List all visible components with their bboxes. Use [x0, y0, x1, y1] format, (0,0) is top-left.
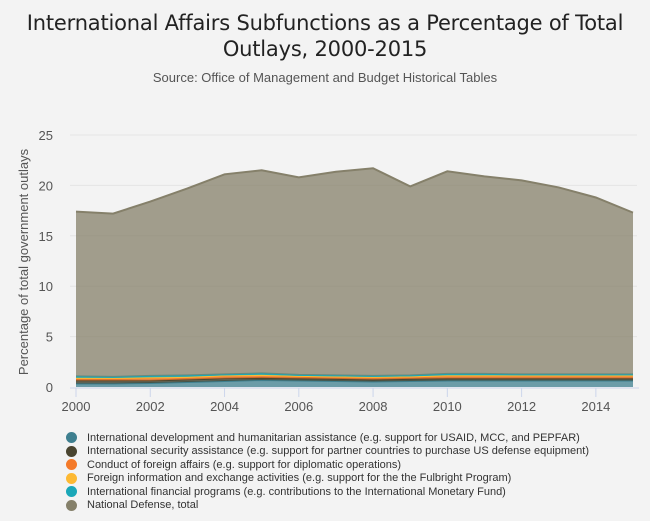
legend-label: National Defense, total	[87, 499, 199, 512]
legend-label: Foreign information and exchange activit…	[87, 472, 512, 485]
chart-title-line-1: International Affairs Subfunctions as a …	[26, 11, 624, 35]
y-tick-label: 0	[46, 380, 53, 395]
area-5	[76, 168, 633, 377]
y-tick-label: 15	[39, 229, 53, 244]
legend-item[interactable]: International financial programs (e.g. c…	[66, 485, 589, 499]
x-tick-label: 2012	[507, 399, 536, 414]
x-tick-label: 2014	[581, 399, 610, 414]
legend-label: International security assistance (e.g. …	[87, 445, 589, 458]
area-series	[75, 167, 634, 387]
legend-marker-icon	[66, 499, 77, 511]
legend-item[interactable]: National Defense, total	[66, 499, 589, 513]
legend-marker-icon	[66, 459, 77, 471]
legend-label: Conduct of foreign affairs (e.g. support…	[87, 458, 402, 471]
x-tick-label: 2000	[62, 399, 91, 414]
legend-label: International development and humanitari…	[87, 431, 580, 444]
legend-marker-icon	[66, 432, 77, 444]
y-tick-label: 10	[39, 279, 53, 294]
legend-item[interactable]: International development and humanitari…	[66, 431, 589, 445]
x-axis: 2000 2002 2004 2006 2008 2010 2012 2014	[62, 387, 639, 414]
legend-label: International financial programs (e.g. c…	[87, 485, 506, 498]
y-axis: 0 5 10 15 20 25	[39, 128, 53, 395]
y-tick-label: 25	[39, 128, 53, 143]
y-tick-label: 5	[46, 330, 53, 345]
legend-marker-icon	[66, 486, 77, 498]
x-tick-label: 2002	[136, 399, 165, 414]
legend-item[interactable]: International security assistance (e.g. …	[66, 445, 589, 459]
y-axis-title: Percentage of total government outlays	[16, 148, 31, 375]
y-tick-label: 20	[39, 178, 53, 193]
chart-title-line-2: Outlays, 2000-2015	[222, 37, 428, 61]
chart-subtitle: Source: Office of Management and Budget …	[152, 70, 498, 85]
legend-marker-icon	[66, 445, 77, 457]
legend-item[interactable]: Foreign information and exchange activit…	[66, 472, 589, 486]
legend-item[interactable]: Conduct of foreign affairs (e.g. support…	[66, 458, 589, 472]
x-tick-label: 2006	[284, 399, 313, 414]
x-tick-label: 2008	[359, 399, 388, 414]
x-tick-label: 2010	[433, 399, 462, 414]
x-tick-label: 2004	[210, 399, 239, 414]
legend-marker-icon	[66, 472, 77, 484]
legend: International development and humanitari…	[66, 431, 589, 512]
series-line-5	[75, 167, 634, 215]
chart-plot: 2000 2002 2004 2006 2008 2010 2012 2014 0 5 10 15 2…	[16, 128, 639, 414]
chart-title: International Affairs Subfunctions as a …	[0, 10, 650, 62]
